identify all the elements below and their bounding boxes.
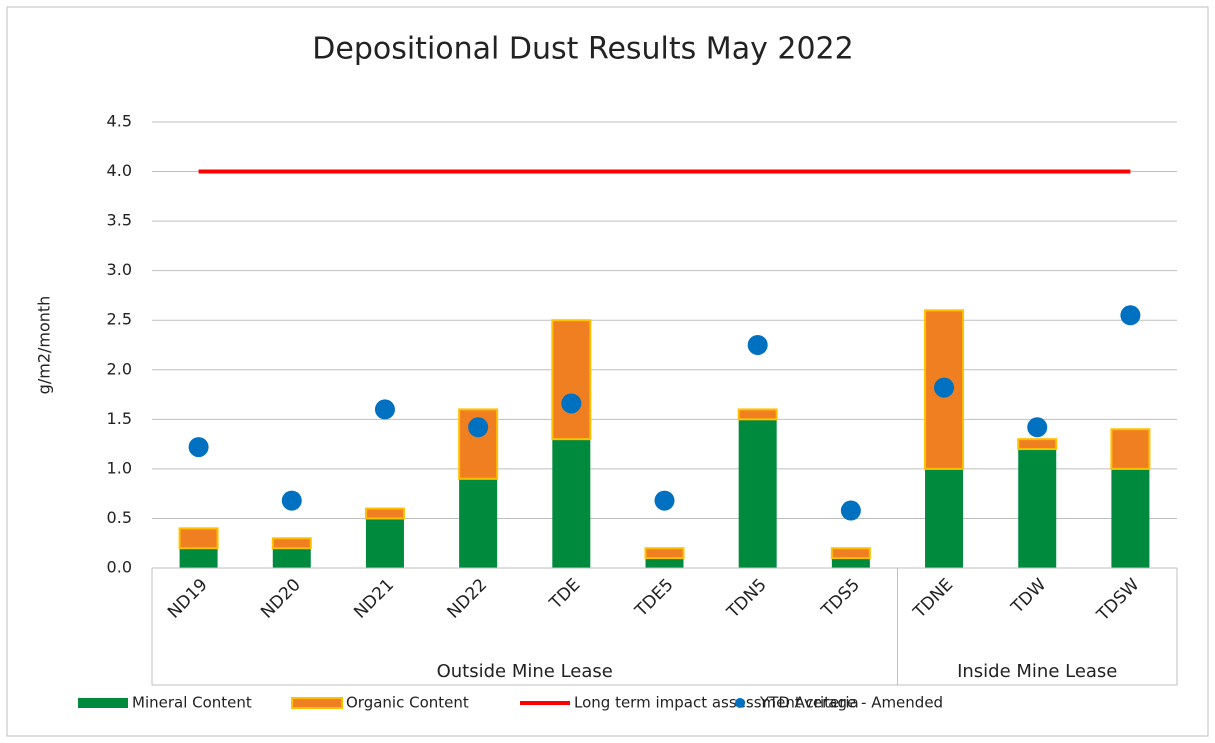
legend-label: Long term impact assessment criteria [574,694,859,712]
ytd-point [468,417,489,438]
bar-segment [551,319,592,441]
bar-segment [1111,468,1150,568]
y-tick-label: 3.5 [107,211,132,230]
ytd-point [747,335,768,355]
y-tick-label: 0.0 [107,558,132,577]
ytd-point [188,437,209,458]
bar-segment [1018,449,1057,568]
chart-title: Depositional Dust Results May 2022 [312,32,853,67]
bar-segment [178,527,219,550]
bar-segment [830,547,871,560]
legend-swatch [735,698,745,708]
y-axis-label: g/m2/month [35,296,54,395]
y-tick-label: 3.0 [107,260,132,279]
y-tick-label: 2.5 [107,310,132,329]
bar-segment [831,558,870,568]
bar-segment [737,408,778,421]
ytd-point [561,393,582,414]
y-tick-label: 0.5 [107,508,132,527]
bar-segment [925,468,964,568]
bar-segment [1110,428,1151,470]
group-label: Inside Mine Lease [957,661,1117,682]
y-tick-label: 1.0 [107,458,132,477]
y-tick-label: 4.0 [107,161,132,180]
bar-segment [738,419,777,568]
ytd-point [1120,305,1141,326]
bar-segment [459,478,498,568]
ytd-point [654,490,675,511]
legend-swatch [291,697,343,709]
bar-segment [364,507,405,520]
ytd-point [840,500,861,521]
bar-segment [271,537,312,550]
bar-segment [1017,438,1058,451]
bar-segment [272,548,311,568]
ytd-point [374,399,395,420]
bar-segment [552,439,591,568]
y-tick-label: 2.0 [107,359,132,378]
y-tick-label: 1.5 [107,409,132,428]
bar-segment [645,558,684,568]
ytd-point [1027,417,1048,438]
group-label: Outside Mine Lease [437,661,613,682]
bar-segment [365,518,404,568]
legend-label: Organic Content [346,694,469,712]
bar-segment [179,548,218,568]
legend-label: Mineral Content [132,694,252,712]
bar-segment [644,547,685,560]
ytd-point [281,490,302,511]
y-tick-label: 4.5 [107,112,132,131]
ytd-point [934,377,955,398]
chart-border [6,6,1209,737]
legend-label: YTD Average - Amended [759,694,943,712]
legend-swatch [78,698,128,708]
